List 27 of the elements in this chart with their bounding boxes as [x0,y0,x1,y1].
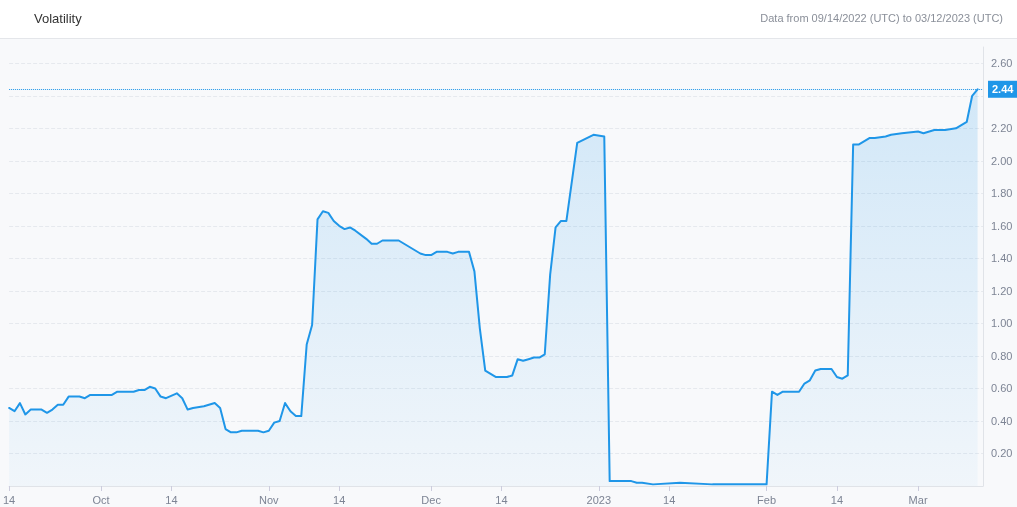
y-tick-label: 1.60 [991,219,1013,232]
y-tick-label: 0.80 [991,349,1013,362]
y-tick-label: 2.00 [991,154,1013,167]
x-tick-label: Mar [908,493,928,506]
y-tick-label: 1.80 [991,187,1013,200]
x-tick-label: 14 [165,493,178,506]
x-tick-label: 14 [2,493,16,506]
text: Data from 09/14/2022 (UTC) to 03/12/2023 (UTC) [760,12,1003,24]
y-tick-label: 2.60 [991,57,1013,70]
x-tick-label: Feb [757,493,777,506]
y-tick-label: 2.20 [991,122,1013,135]
y-tick-label: 0.20 [991,447,1013,460]
chart-title: Volatility [34,11,82,26]
y-tick-label: 1.40 [991,252,1013,265]
x-tick-label: Nov [259,493,280,506]
y-tick-label: 1.20 [991,284,1013,297]
x-tick-label: 14 [830,493,844,506]
y-tick-label: 0.60 [991,382,1013,395]
x-tick-label: Dec [421,493,442,506]
x-tick-label: Oct [92,493,110,506]
x-tick-label: 14 [333,493,346,506]
x-tick-label: 14 [663,493,676,506]
x-tick-label: 14 [495,493,508,506]
y-tick-label: 1.00 [991,317,1013,330]
x-tick-label: 2023 [586,493,612,506]
y-tick-label: 0.40 [991,414,1013,427]
ref-line-label: 2.44 [992,83,1015,96]
